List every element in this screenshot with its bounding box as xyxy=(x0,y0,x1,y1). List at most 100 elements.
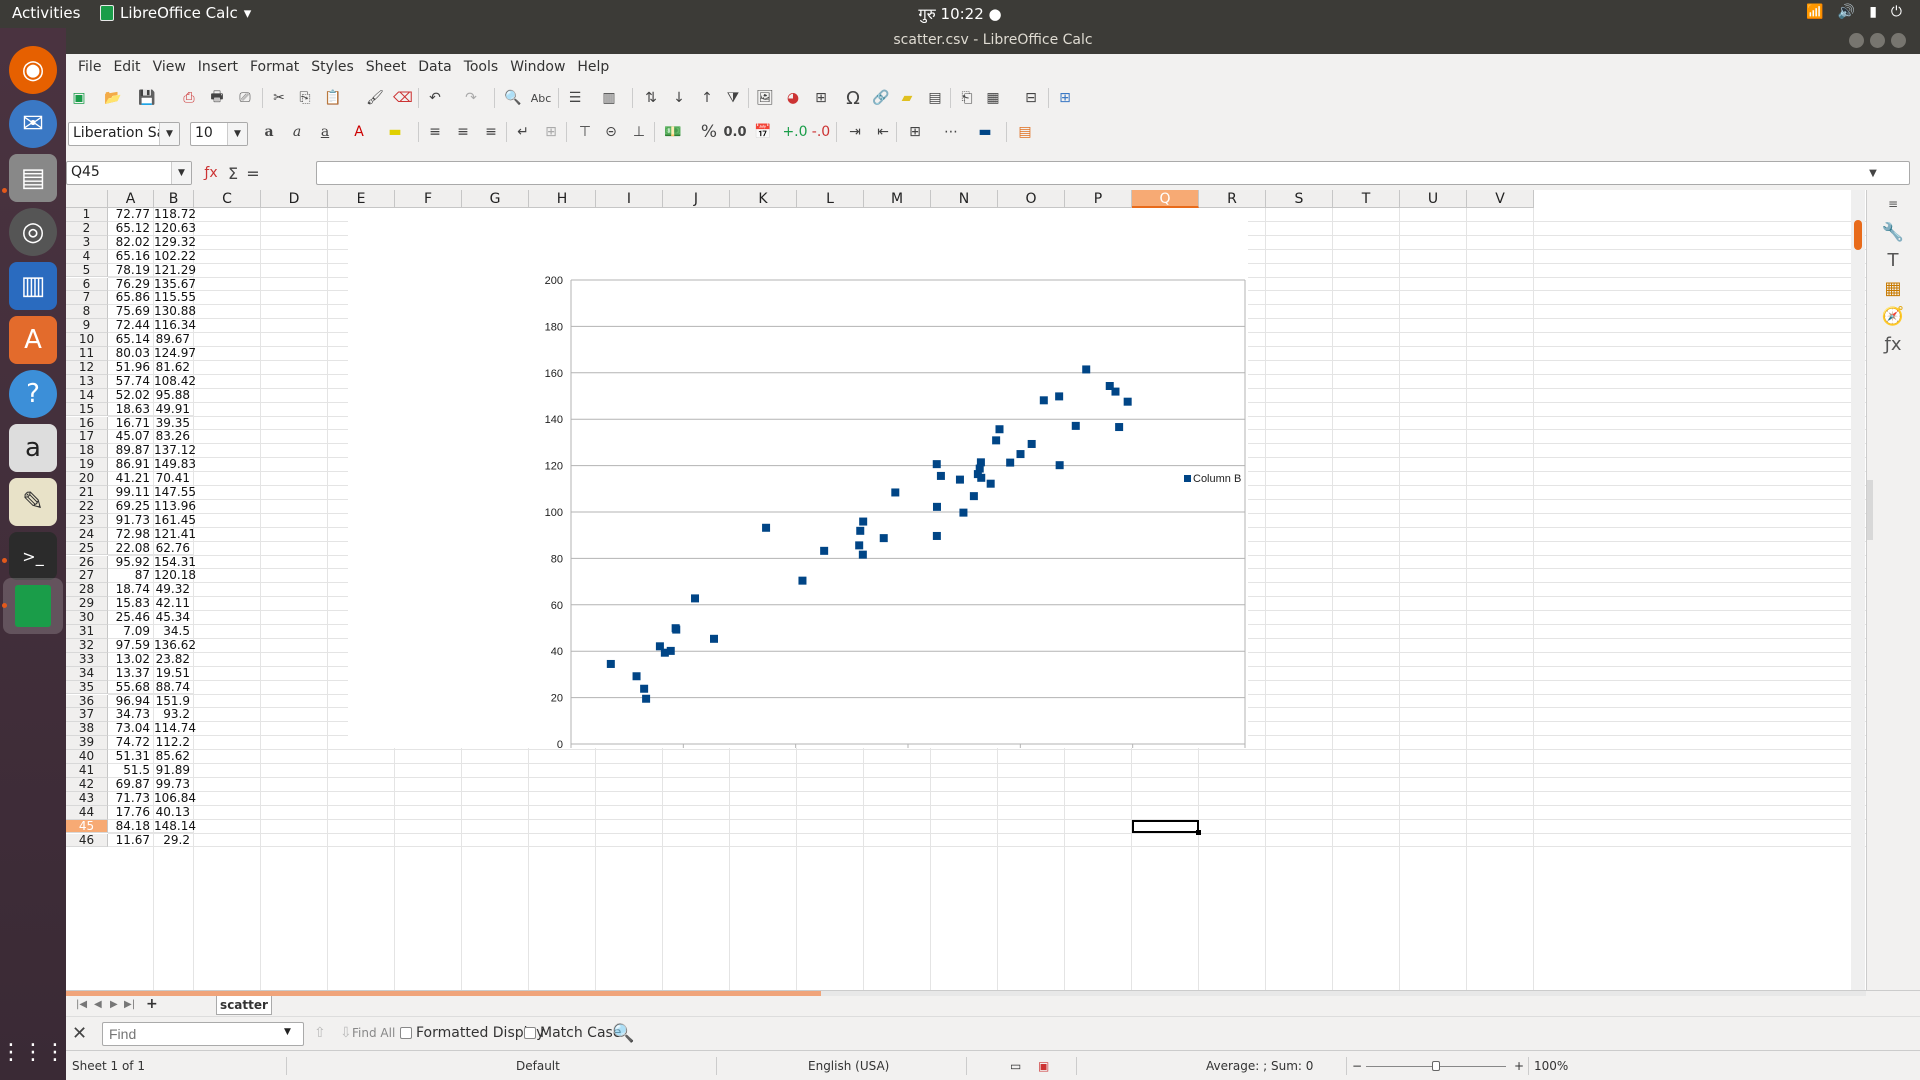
column-header-j[interactable]: J xyxy=(663,190,730,208)
menu-edit[interactable]: Edit xyxy=(113,59,141,75)
find-all-button[interactable]: Find All xyxy=(352,1026,396,1040)
row-header[interactable]: 6 xyxy=(66,277,108,292)
writer-icon[interactable]: ▥ xyxy=(9,262,57,310)
print-icon[interactable]: 🖶 xyxy=(210,89,224,105)
row-header[interactable]: 44 xyxy=(66,805,108,820)
menu-window[interactable]: Window xyxy=(510,59,566,75)
column-header-p[interactable]: P xyxy=(1065,190,1132,208)
row-header[interactable]: 2 xyxy=(66,221,108,236)
cell-b[interactable]: 49.91 xyxy=(154,402,194,417)
find-replace-icon[interactable]: 🔍 xyxy=(504,90,522,106)
column-header-n[interactable]: N xyxy=(931,190,998,208)
cell-a[interactable]: 97.59 xyxy=(108,638,154,653)
show-draw-functions-icon[interactable]: ⊞ xyxy=(1059,90,1071,106)
row-header[interactable]: 31 xyxy=(66,624,108,639)
cell-b[interactable]: 29.2 xyxy=(154,833,194,848)
cell-a[interactable]: 78.19 xyxy=(108,263,154,278)
center-vertically-icon[interactable]: ⊝ xyxy=(605,124,617,140)
chevron-down-icon[interactable]: ▼ xyxy=(159,123,179,145)
maximize-button[interactable] xyxy=(1870,33,1885,48)
add-sheet-icon[interactable]: + xyxy=(146,996,158,1012)
cell-a[interactable]: 13.37 xyxy=(108,666,154,681)
previous-sheet-icon[interactable]: ◀ xyxy=(94,999,102,1010)
row-header[interactable]: 41 xyxy=(66,763,108,778)
cell-b[interactable]: 130.88 xyxy=(154,304,196,320)
row-header[interactable]: 10 xyxy=(66,332,108,347)
cell-a[interactable]: 69.25 xyxy=(108,499,154,514)
show-apps-icon[interactable]: ⋮⋮⋮ xyxy=(0,1039,66,1065)
align-center-icon[interactable]: ≡ xyxy=(457,124,469,140)
row-header[interactable]: 38 xyxy=(66,721,108,737)
cell-a[interactable]: 51.31 xyxy=(108,749,154,764)
menu-help[interactable]: Help xyxy=(577,59,610,75)
row-header[interactable]: 28 xyxy=(66,582,108,598)
headers-footers-icon[interactable]: ▤ xyxy=(928,90,942,106)
align-bottom-icon[interactable]: ⊥ xyxy=(632,124,646,140)
insert-image-icon[interactable]: 🖼 xyxy=(756,90,774,106)
row-header[interactable]: 30 xyxy=(66,610,108,625)
zoom-level[interactable]: 100% xyxy=(1534,1059,1569,1073)
menu-tools[interactable]: Tools xyxy=(463,59,499,75)
font-size-combo[interactable]: 10 ▼ xyxy=(190,122,248,146)
cell-a[interactable]: 41.21 xyxy=(108,471,154,486)
files-icon[interactable]: ▤ xyxy=(9,154,57,202)
align-right-icon[interactable]: ≡ xyxy=(485,124,497,140)
calc-launcher-icon[interactable] xyxy=(3,578,63,634)
percent-icon[interactable]: % xyxy=(700,122,718,142)
column-icon[interactable]: ▥ xyxy=(602,90,616,106)
menu-insert[interactable]: Insert xyxy=(197,59,238,75)
row-header[interactable]: 20 xyxy=(66,471,108,486)
cell-a[interactable]: 65.12 xyxy=(108,221,154,236)
gallery-icon[interactable]: ▦ xyxy=(1884,277,1902,299)
cell-b[interactable]: 135.67 xyxy=(154,276,196,292)
cell-a[interactable]: 65.86 xyxy=(108,290,154,306)
column-header-u[interactable]: U xyxy=(1400,190,1467,208)
row-header[interactable]: 29 xyxy=(66,596,108,612)
cell-a[interactable]: 25.46 xyxy=(108,610,154,625)
row-header[interactable]: 12 xyxy=(66,360,108,375)
formatted-display-checkbox[interactable] xyxy=(400,1027,412,1039)
cell-a[interactable]: 72.44 xyxy=(108,318,154,334)
cell-b[interactable]: 114.74 xyxy=(154,721,196,737)
italic-icon[interactable]: a xyxy=(292,124,302,140)
cell-b[interactable]: 120.18 xyxy=(154,568,196,584)
menu-sheet[interactable]: Sheet xyxy=(365,59,407,75)
cell-b[interactable]: 113.96 xyxy=(154,498,196,514)
cell-b[interactable]: 120.63 xyxy=(154,220,196,236)
cell-a[interactable]: 65.16 xyxy=(108,249,154,264)
border-style-icon[interactable]: ⋯ xyxy=(944,124,958,140)
cell-b[interactable]: 81.62 xyxy=(154,360,194,375)
column-header-f[interactable]: F xyxy=(395,190,462,208)
cell-b[interactable]: 85.62 xyxy=(154,749,194,764)
thunderbird-icon[interactable]: ✉ xyxy=(9,100,57,148)
first-sheet-icon[interactable]: |◀ xyxy=(76,999,88,1010)
cell-b[interactable]: 161.45 xyxy=(154,512,196,528)
cell-b[interactable]: 129.32 xyxy=(154,234,196,250)
cell-b[interactable]: 124.97 xyxy=(154,346,196,361)
borders-icon[interactable]: ⊞ xyxy=(909,124,921,140)
activities-button[interactable]: Activities xyxy=(12,4,81,22)
autofilter-icon[interactable]: ⧩ xyxy=(726,90,740,106)
cell-a[interactable]: 75.69 xyxy=(108,304,154,320)
software-center-icon[interactable]: A xyxy=(9,316,57,364)
align-top-icon[interactable]: ⊤ xyxy=(578,124,592,140)
currency-icon[interactable]: 💵 xyxy=(664,124,682,140)
column-header-e[interactable]: E xyxy=(328,190,395,208)
find-next-icon[interactable]: ⇩ xyxy=(340,1025,352,1041)
cell-a[interactable]: 72.77 xyxy=(108,207,154,222)
sort-icon[interactable]: ⇅ xyxy=(645,90,657,106)
firefox-icon[interactable]: ◉ xyxy=(9,46,57,94)
font-color-icon[interactable]: A xyxy=(354,124,364,140)
system-tray[interactable]: 📶 🔊 ▮ ⏻ xyxy=(1806,4,1902,20)
cell-b[interactable]: 121.41 xyxy=(154,526,196,542)
sort-descending-icon[interactable]: ↑ xyxy=(701,90,713,106)
row-header[interactable]: 26 xyxy=(66,555,108,570)
cell-b[interactable]: 154.31 xyxy=(154,554,196,570)
find-history-icon[interactable]: ▼ xyxy=(284,1027,291,1037)
row-header[interactable]: 4 xyxy=(66,249,108,264)
row-header[interactable]: 39 xyxy=(66,735,108,751)
align-left-icon[interactable]: ≡ xyxy=(429,124,441,140)
cell-b[interactable]: 112.2 xyxy=(154,735,194,751)
cell-a[interactable]: 87 xyxy=(108,568,154,584)
row-header[interactable]: 5 xyxy=(66,263,108,278)
